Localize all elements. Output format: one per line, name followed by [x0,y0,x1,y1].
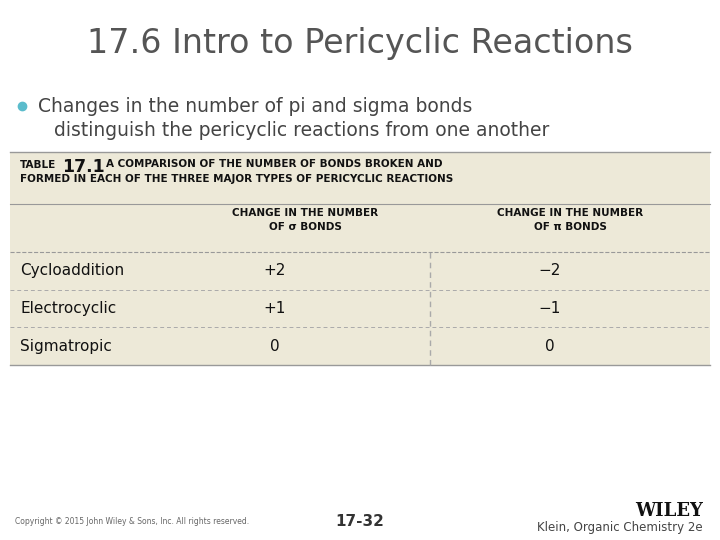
Text: +1: +1 [264,301,286,316]
Text: A COMPARISON OF THE NUMBER OF BONDS BROKEN AND: A COMPARISON OF THE NUMBER OF BONDS BROK… [106,159,443,169]
Text: +2: +2 [264,264,286,278]
Text: 17.6 Intro to Pericyclic Reactions: 17.6 Intro to Pericyclic Reactions [87,26,633,59]
Text: 17.1: 17.1 [62,158,104,176]
Text: Sigmatropic: Sigmatropic [20,339,112,354]
Text: OF π BONDS: OF π BONDS [534,222,606,232]
Text: TABLE: TABLE [20,160,56,170]
Text: CHANGE IN THE NUMBER: CHANGE IN THE NUMBER [497,208,643,218]
Text: Changes in the number of pi and sigma bonds: Changes in the number of pi and sigma bo… [38,97,472,116]
Text: WILEY: WILEY [635,502,703,520]
Bar [10,152,710,365]
Text: Cycloaddition: Cycloaddition [20,264,124,278]
Text: Electrocyclic: Electrocyclic [20,301,116,316]
Text: 0: 0 [545,339,555,354]
Text: distinguish the pericyclic reactions from one another: distinguish the pericyclic reactions fro… [54,120,549,139]
Text: 17-32: 17-32 [336,515,384,530]
Text: OF σ BONDS: OF σ BONDS [269,222,341,232]
Text: Copyright © 2015 John Wiley & Sons, Inc. All rights reserved.: Copyright © 2015 John Wiley & Sons, Inc.… [15,517,249,526]
Text: 0: 0 [270,339,280,354]
Text: −2: −2 [539,264,561,278]
Text: −1: −1 [539,301,561,316]
Text: CHANGE IN THE NUMBER: CHANGE IN THE NUMBER [232,208,378,218]
Text: Klein, Organic Chemistry 2e: Klein, Organic Chemistry 2e [537,521,703,534]
Text: FORMED IN EACH OF THE THREE MAJOR TYPES OF PERICYCLIC REACTIONS: FORMED IN EACH OF THE THREE MAJOR TYPES … [20,174,454,184]
